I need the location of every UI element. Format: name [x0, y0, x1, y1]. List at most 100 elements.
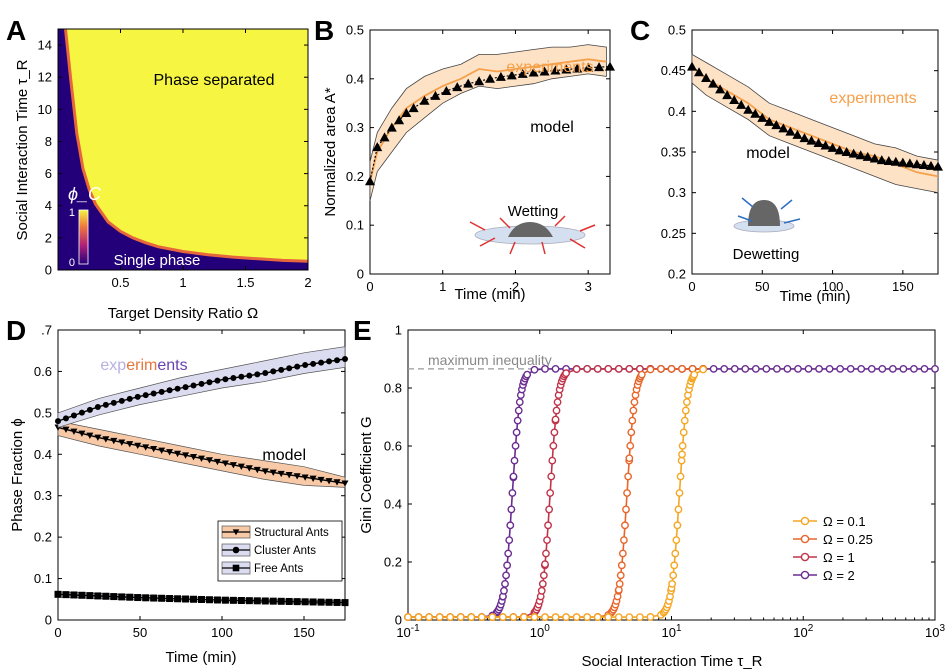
annotation-letter: i — [140, 357, 144, 374]
gini-marker — [562, 613, 570, 621]
gini-marker — [657, 365, 665, 373]
annotation-experiments: experiments — [506, 59, 593, 76]
legend-marker — [232, 529, 240, 536]
model-marker — [925, 160, 936, 170]
model-marker — [785, 126, 796, 136]
gini-marker — [488, 613, 497, 621]
series-marker — [230, 374, 237, 381]
series-marker — [166, 387, 173, 394]
series-marker — [134, 442, 142, 450]
annotation-single-phase: Single phase — [114, 252, 201, 269]
gini-marker — [624, 472, 633, 481]
panel-letter-a: A — [6, 15, 26, 46]
x-tick-label: 0 — [54, 625, 61, 640]
gini-marker — [547, 472, 556, 481]
gini-marker — [513, 416, 522, 425]
model-marker — [594, 62, 605, 72]
gini-marker — [671, 549, 680, 558]
gini-marker — [435, 613, 444, 621]
series-marker — [55, 418, 61, 425]
gini-marker — [676, 472, 685, 481]
series-marker — [102, 436, 110, 443]
model-marker — [771, 120, 782, 130]
series-marker — [341, 599, 349, 607]
gini-marker — [646, 365, 655, 374]
outward-arrow — [569, 238, 586, 249]
annotation-model: model — [530, 119, 574, 136]
gini-marker — [836, 364, 845, 373]
model-marker — [820, 140, 831, 150]
y-tick-label: 6 — [45, 166, 52, 181]
gini-marker — [538, 579, 547, 588]
model-marker — [799, 133, 810, 143]
series-marker — [110, 399, 117, 406]
model-marker — [485, 73, 495, 83]
y-tick-label: 0.25 — [661, 226, 686, 241]
series-marker — [142, 392, 149, 399]
series-marker — [118, 439, 126, 446]
gini-marker — [551, 415, 560, 424]
gini-marker — [620, 536, 628, 545]
gini-line — [408, 368, 704, 618]
x-tick-label: 3 — [585, 279, 592, 294]
gini-marker — [545, 505, 554, 514]
x-tick-label: 0 — [688, 279, 695, 294]
model-marker — [757, 112, 768, 122]
y-tick-label: 0.6 — [34, 364, 52, 379]
phase-boundary — [64, 29, 308, 263]
series-marker — [102, 401, 109, 408]
series-marker — [126, 593, 134, 601]
gini-marker — [551, 613, 560, 621]
annotation-phase-separated: Phase separated — [154, 72, 275, 89]
gini-marker — [630, 398, 639, 407]
series-marker — [110, 437, 118, 445]
x-tick-label: 100 — [211, 625, 233, 640]
series-marker — [70, 412, 77, 419]
series-marker — [341, 480, 349, 487]
series-marker — [166, 449, 174, 456]
series-marker — [86, 592, 94, 600]
model-marker — [911, 159, 922, 169]
model-marker — [550, 65, 561, 75]
y-tick-label: 14 — [38, 38, 52, 53]
model-marker — [365, 176, 375, 186]
series-marker — [86, 432, 94, 439]
annotation-letter: s — [180, 357, 188, 374]
model-marker — [474, 76, 485, 86]
gini-marker — [509, 613, 518, 621]
series-marker — [286, 365, 293, 372]
y-tick-label: 0.35 — [661, 145, 686, 160]
gini-marker — [625, 454, 634, 463]
y-tick-label: 0 — [357, 267, 364, 282]
x-tick-label: 101 — [661, 623, 681, 640]
series-marker — [245, 465, 253, 472]
legend-label: Ω = 1 — [823, 550, 855, 565]
gini-marker — [541, 560, 549, 569]
gini-marker — [512, 428, 521, 437]
y-tick-label: 0.1 — [346, 218, 364, 233]
gini-marker — [888, 364, 897, 373]
axes-frame — [57, 329, 346, 621]
gini-line — [408, 368, 704, 618]
y-tick-label: 0.5 — [34, 405, 52, 420]
model-marker — [386, 122, 397, 132]
y-axis-label: Social Interaction Time τ_R — [14, 59, 31, 240]
annotation-model: model — [262, 447, 306, 464]
model-marker — [463, 78, 474, 88]
series-marker — [213, 596, 221, 604]
annotation-letter: x — [109, 357, 117, 374]
annotation-experiments: experiments — [829, 90, 916, 107]
model-marker — [379, 132, 390, 142]
series-marker — [253, 597, 261, 605]
model-marker — [792, 129, 803, 139]
series-marker — [310, 360, 317, 367]
series-marker — [198, 380, 205, 387]
gini-marker — [604, 613, 613, 621]
y-tick-label: 0.3 — [346, 120, 364, 135]
legend-label: Ω = 0.25 — [823, 532, 873, 547]
annotation-model: model — [746, 145, 790, 162]
legend-label: Structural Ants — [254, 527, 329, 539]
gini-marker — [730, 364, 739, 373]
series-marker — [269, 597, 277, 605]
gini-marker — [794, 364, 802, 373]
